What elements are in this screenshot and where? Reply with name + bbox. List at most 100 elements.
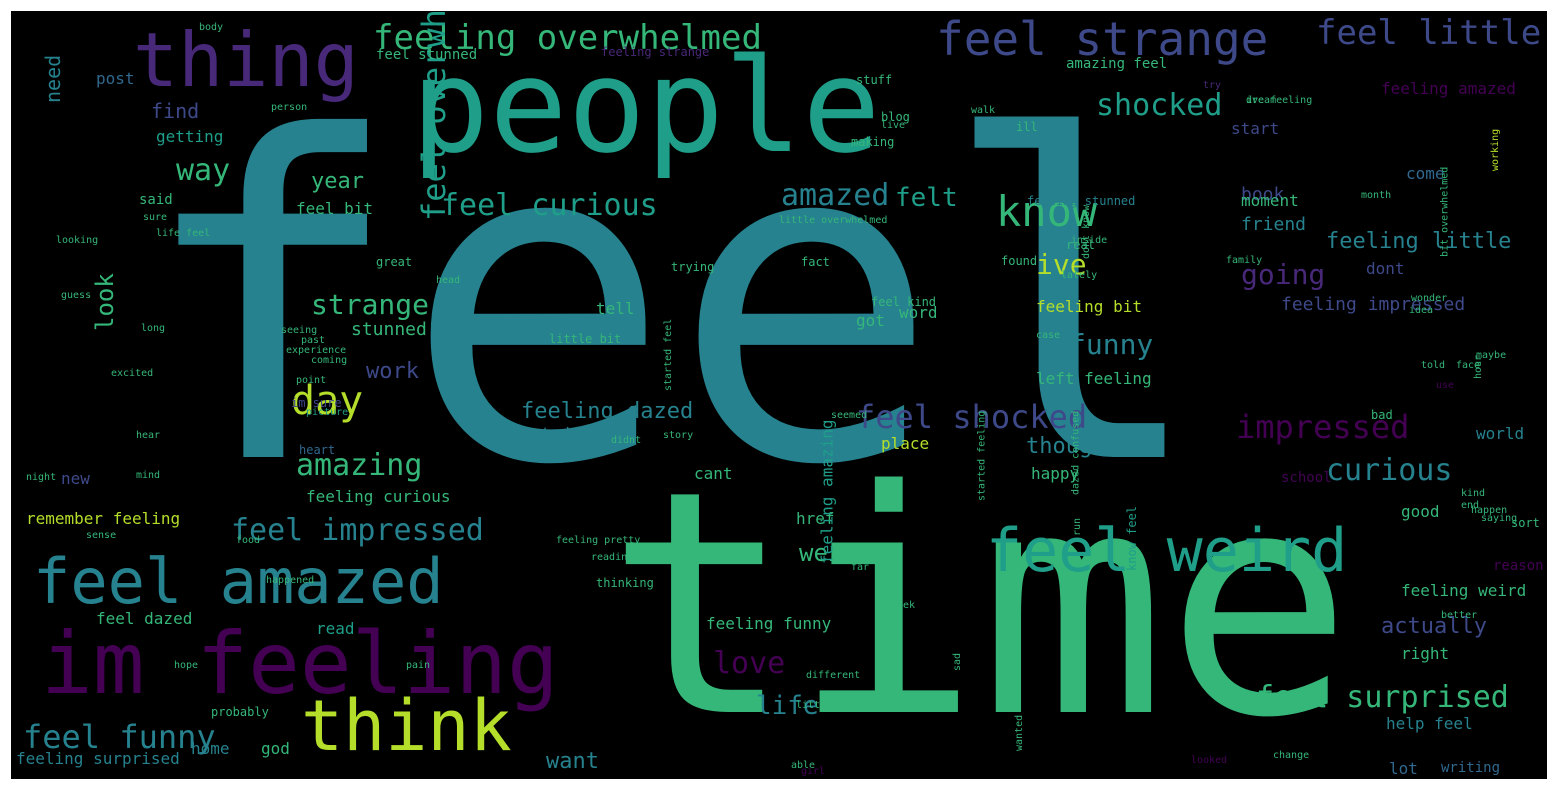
cloud-word: dont [1366,259,1405,278]
cloud-word: work [366,359,419,384]
cloud-word: real [1066,238,1095,252]
cloud-word: reason [1493,558,1544,574]
cloud-word: today [541,424,590,443]
cloud-word: feel surprised [1256,680,1509,715]
cloud-word: happy [1031,464,1080,483]
cloud-word: feeling curious [306,487,451,506]
cloud-word: lot [1389,759,1418,778]
cloud-word: long [141,323,166,334]
cloud-word: dazed confused [1070,410,1082,495]
word-cloud: feelimtimepeoplethingsurprisedfeeling ov… [11,11,1547,779]
cloud-word: amazing [296,448,423,483]
cloud-word: maybe [1476,350,1507,361]
cloud-word: remember feeling [26,509,181,528]
cloud-word: friend [1241,214,1307,235]
cloud-word: im sure [291,396,342,410]
cloud-word: read [316,619,355,638]
cloud-word: trying [671,260,715,274]
cloud-word: picture [306,407,349,418]
cloud-word: know [996,187,1098,236]
cloud-word: feel kind [871,295,937,309]
cloud-word: lately [1061,270,1098,281]
cloud-word: started feeling [976,410,988,501]
cloud-word: felt [895,183,958,213]
cloud-word: moment [1241,191,1299,210]
cloud-word: happened [266,575,315,586]
cloud-word: guess [61,290,92,301]
cloud-word: feeling strange [601,45,710,59]
cloud-word: far [851,562,870,573]
cloud-word: family [1226,255,1263,266]
cloud-word: feeling impressed [1281,294,1466,315]
cloud-word: shocked [1096,88,1223,123]
cloud-word: girl [801,766,826,777]
cloud-word: person [271,102,308,113]
cloud-word: know feel [1124,505,1139,571]
cloud-word: feel stunned [376,47,478,63]
cloud-word: day [291,378,364,424]
cloud-word: feeling funny [706,614,832,633]
cloud-word: body [199,22,224,33]
cloud-word: feel dazed [96,609,193,628]
cloud-word: case [1036,330,1061,341]
cloud-word: feeling overwhelmed [373,18,762,58]
cloud-word: different [806,670,861,681]
cloud-word: looked [1191,755,1228,766]
cloud-word: feel little [1316,13,1542,53]
cloud-word: feeling bit [1036,297,1142,316]
cloud-word: dream [1246,95,1277,106]
cloud-word: got [856,311,885,330]
cloud-word: feeling pretty [556,535,641,546]
cloud-word: heart [299,443,336,457]
cloud-word: coming [311,355,348,366]
cloud-word: fact [801,255,830,269]
cloud-word: told [1421,360,1446,371]
cloud-word: actually [1381,614,1487,639]
cloud-word: feel weird [986,516,1348,586]
cloud-word: sense [86,530,117,541]
cloud-word: god [261,739,290,758]
cloud-word: ive [1036,248,1087,281]
cloud-word: hope [174,660,199,671]
cloud-word: night [26,472,57,483]
cloud-word: home [191,739,230,758]
cloud-word: feel strange [936,12,1269,66]
cloud-word: thinking [596,576,654,590]
cloud-word: past [301,335,326,346]
cloud-word: book [1241,184,1285,205]
cloud-word: month [1361,190,1392,201]
cloud-word: feel funny [23,718,216,756]
cloud-word: feel overwhelmed [414,11,453,221]
cloud-word: amazing feel [1066,56,1168,72]
cloud-word: cant [694,464,733,483]
cloud-word: right [1401,644,1450,663]
cloud-word: feeling little [1326,229,1512,254]
cloud-word: mind [136,470,161,481]
cloud-word: little dazed [796,700,869,711]
cloud-word: pain [406,660,431,671]
cloud-word: time [606,425,1353,779]
cloud-word: life feel [156,228,211,239]
cloud-word: hear [136,430,161,441]
cloud-word: run [1071,517,1083,536]
cloud-word: weird [799,539,872,567]
cloud-word: kind [1461,488,1486,499]
cloud-word: think [301,685,512,767]
cloud-word: better [1441,610,1478,621]
cloud-word: sure [143,212,168,223]
cloud-word: amazed [781,178,890,213]
cloud-word: going [1241,258,1326,291]
cloud-word: curious [1326,453,1453,488]
cloud-word: feel amazed [33,545,444,618]
cloud-word: strange [311,288,430,321]
cloud-word: writing [1441,760,1501,776]
cloud-word: bad [1371,408,1393,422]
cloud-word: thing [133,16,359,104]
cloud-word: feeling dazed [521,399,694,424]
cloud-word: looking [56,235,99,246]
cloud-word: feeling stunned [1027,194,1136,208]
cloud-word: feel bit [296,199,374,218]
cloud-word: live [881,120,906,131]
cloud-word: stuff [856,73,893,87]
cloud-word: stunned [351,319,427,340]
